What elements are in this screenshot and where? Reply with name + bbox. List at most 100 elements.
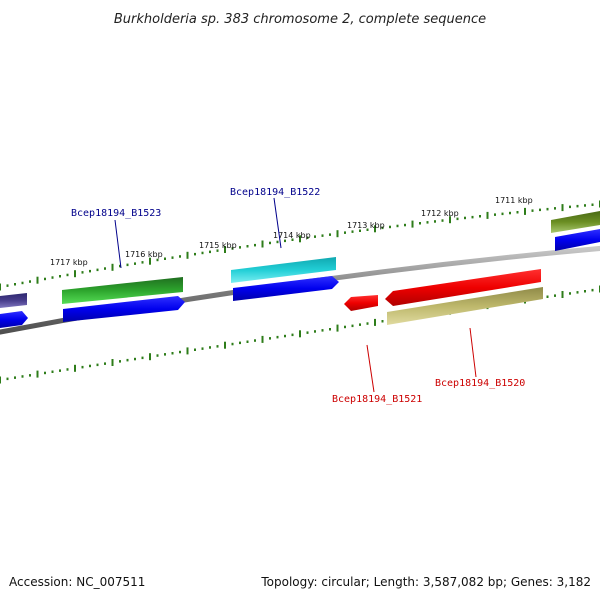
- upper-major-tick: [111, 263, 114, 271]
- upper-minor-tick: [434, 220, 436, 223]
- lower-minor-tick: [269, 337, 271, 340]
- gene-label-b1523[interactable]: Bcep18194_B1523: [71, 208, 161, 219]
- gene-b1521-arrow[interactable]: [344, 295, 378, 311]
- upper-minor-tick: [456, 217, 459, 221]
- lower-minor-tick: [344, 325, 346, 329]
- upper-minor-tick: [66, 273, 69, 277]
- gene-cyan-b1522-upper[interactable]: [231, 257, 336, 283]
- upper-minor-tick: [389, 225, 391, 229]
- lower-minor-tick: [351, 324, 354, 328]
- upper-minor-tick: [284, 239, 286, 243]
- upper-major-tick: [186, 251, 189, 259]
- gene-b1520-arrow[interactable]: [385, 269, 541, 306]
- upper-minor-tick: [546, 207, 549, 211]
- lower-minor-tick: [29, 374, 31, 377]
- upper-minor-tick: [479, 215, 481, 218]
- gene-b1522-arrow[interactable]: [233, 276, 339, 301]
- upper-major-tick: [149, 257, 151, 265]
- gene-label-b1521[interactable]: Bcep18194_B1521: [332, 394, 422, 405]
- upper-major-tick: [74, 270, 76, 278]
- gene-blue-left[interactable]: [0, 311, 28, 328]
- lower-minor-tick: [6, 377, 9, 381]
- upper-minor-tick: [254, 243, 256, 247]
- lower-major-tick: [224, 341, 226, 349]
- upper-major-tick: [486, 211, 489, 219]
- upper-minor-tick: [464, 216, 466, 220]
- tick-label-1713: 1713 kbp: [347, 221, 385, 230]
- upper-minor-tick: [104, 267, 106, 270]
- upper-minor-tick: [29, 280, 31, 283]
- upper-minor-tick: [209, 250, 211, 254]
- lower-minor-tick: [134, 357, 136, 361]
- lower-minor-tick: [201, 347, 204, 350]
- upper-minor-tick: [119, 264, 121, 268]
- upper-minor-tick: [509, 211, 511, 215]
- upper-minor-tick: [269, 241, 271, 245]
- lower-minor-tick: [569, 292, 571, 295]
- lower-minor-tick: [239, 341, 241, 345]
- lower-minor-tick: [329, 328, 331, 331]
- upper-tick-ring: [0, 200, 600, 291]
- upper-minor-tick: [246, 245, 249, 248]
- lower-minor-tick: [276, 335, 279, 339]
- gene-b1523-arrow[interactable]: [63, 296, 185, 322]
- upper-minor-tick: [96, 268, 99, 272]
- upper-major-tick: [36, 276, 39, 284]
- upper-major-tick: [449, 216, 451, 224]
- gene-blue-right[interactable]: [555, 229, 600, 251]
- lower-minor-tick: [359, 323, 361, 326]
- upper-minor-tick: [306, 236, 309, 239]
- map-title: Burkholderia sp. 383 chromosome 2, compl…: [114, 12, 486, 27]
- upper-minor-tick: [89, 269, 91, 273]
- upper-minor-tick: [291, 238, 294, 241]
- lower-minor-tick: [591, 288, 594, 292]
- upper-minor-tick: [171, 256, 174, 259]
- tick-label-1712: 1712 kbp: [421, 209, 459, 218]
- upper-minor-tick: [531, 209, 534, 212]
- upper-minor-tick: [239, 246, 241, 249]
- lower-minor-tick: [584, 290, 586, 293]
- upper-minor-tick: [44, 277, 46, 281]
- upper-major-tick: [299, 235, 301, 243]
- lower-major-tick: [186, 347, 189, 355]
- upper-minor-tick: [59, 275, 61, 278]
- upper-minor-tick: [179, 255, 181, 258]
- lower-minor-tick: [284, 334, 286, 338]
- gene-label-b1520[interactable]: Bcep18194_B1520: [435, 378, 525, 389]
- gene-green-b1523-upper[interactable]: [62, 277, 183, 304]
- lower-minor-tick: [156, 354, 159, 357]
- lower-major-tick: [336, 324, 339, 332]
- upper-minor-tick: [396, 224, 399, 228]
- lower-minor-tick: [194, 348, 196, 351]
- lower-minor-tick: [126, 358, 129, 362]
- gene-olive-right[interactable]: [551, 211, 600, 233]
- gene-khaki[interactable]: [387, 287, 543, 325]
- upper-minor-tick: [14, 283, 16, 286]
- upper-major-tick: [0, 283, 1, 291]
- upper-minor-tick: [344, 231, 346, 234]
- upper-minor-tick: [6, 284, 9, 287]
- lower-minor-tick: [366, 322, 369, 325]
- lower-major-tick: [74, 364, 76, 372]
- upper-minor-tick: [314, 235, 316, 238]
- lower-minor-tick: [164, 353, 166, 356]
- upper-minor-tick: [569, 205, 571, 209]
- lower-minor-tick: [96, 363, 99, 367]
- lower-minor-tick: [14, 376, 16, 379]
- upper-minor-tick: [321, 234, 324, 237]
- callout-line-b1522: [273, 197, 282, 249]
- callout-line-b1523: [114, 219, 122, 269]
- upper-minor-tick: [134, 262, 136, 265]
- tick-label-1715: 1715 kbp: [199, 241, 237, 250]
- upper-minor-tick: [494, 213, 496, 216]
- upper-minor-tick: [441, 219, 444, 222]
- upper-major-tick: [261, 240, 264, 248]
- gene-purple-left[interactable]: [0, 293, 27, 308]
- lower-minor-tick: [44, 371, 46, 375]
- lower-minor-tick: [381, 320, 384, 323]
- lower-major-tick: [0, 376, 1, 384]
- lower-minor-tick: [89, 364, 91, 368]
- gene-label-b1522[interactable]: Bcep18194_B1522: [230, 187, 320, 198]
- lower-minor-tick: [321, 329, 324, 332]
- lower-minor-tick: [209, 346, 211, 349]
